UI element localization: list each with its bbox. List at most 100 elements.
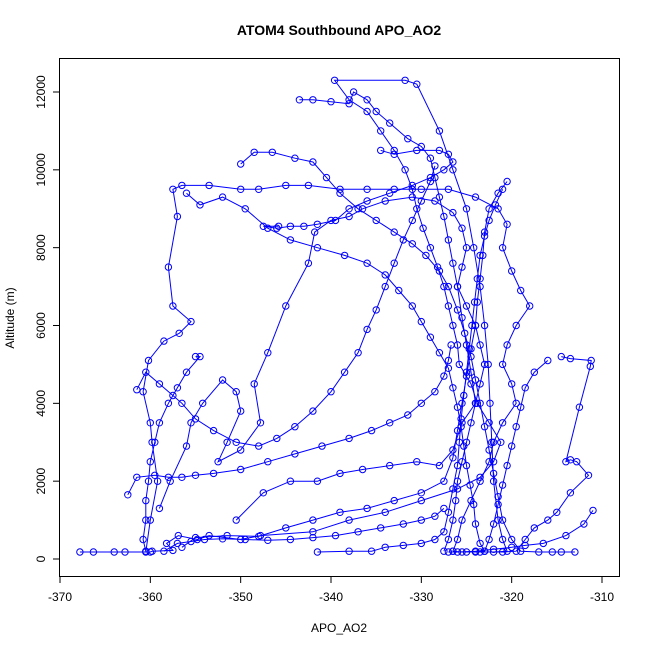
data-point xyxy=(349,88,358,96)
data-point xyxy=(462,461,471,470)
data-point xyxy=(155,419,164,427)
data-point xyxy=(503,461,511,470)
data-point xyxy=(471,193,480,201)
data-point xyxy=(417,197,425,205)
data-point xyxy=(381,197,389,205)
data-point xyxy=(264,224,272,232)
data-point xyxy=(417,185,425,194)
data-point xyxy=(124,491,132,499)
data-point xyxy=(155,504,164,513)
series-12 xyxy=(453,506,597,556)
data-point xyxy=(517,547,525,555)
data-point xyxy=(440,504,448,513)
data-point xyxy=(169,302,177,310)
data-point xyxy=(250,380,258,388)
x-tick-label: -340 xyxy=(319,590,343,604)
data-point xyxy=(503,220,511,229)
data-point xyxy=(508,380,516,388)
data-point xyxy=(408,193,416,201)
data-point xyxy=(460,442,468,450)
data-point xyxy=(449,547,457,555)
data-point xyxy=(151,471,159,479)
data-point xyxy=(413,146,421,155)
data-point xyxy=(169,391,177,400)
data-point xyxy=(575,403,584,411)
x-tick-label: -350 xyxy=(229,590,253,604)
data-point xyxy=(566,354,575,363)
data-point xyxy=(489,458,498,466)
data-point xyxy=(431,197,439,205)
series-2 xyxy=(139,181,534,556)
data-point xyxy=(363,185,371,194)
data-point xyxy=(462,244,471,252)
data-point xyxy=(476,399,484,407)
data-point xyxy=(422,251,430,260)
data-point xyxy=(264,349,272,357)
data-point xyxy=(449,259,457,267)
data-point xyxy=(336,469,344,478)
data-point xyxy=(462,205,471,213)
series-line xyxy=(163,508,445,552)
data-point xyxy=(521,384,529,392)
data-point xyxy=(562,458,570,466)
data-point xyxy=(471,547,480,555)
data-point xyxy=(489,469,498,478)
data-point xyxy=(142,547,150,555)
data-point xyxy=(440,166,448,174)
data-point xyxy=(517,286,525,295)
data-point xyxy=(458,224,466,232)
data-point xyxy=(313,220,322,229)
data-point xyxy=(139,535,147,544)
series-6 xyxy=(259,146,457,232)
data-point xyxy=(539,539,547,548)
data-point xyxy=(440,282,448,291)
data-point xyxy=(476,477,484,485)
data-point xyxy=(286,222,295,231)
data-point xyxy=(489,438,498,446)
data-point xyxy=(327,388,335,396)
data-point xyxy=(449,516,457,524)
data-point xyxy=(465,345,473,353)
data-point xyxy=(455,438,463,446)
data-point xyxy=(508,267,516,275)
data-point xyxy=(237,160,245,168)
data-point xyxy=(485,216,493,225)
data-point xyxy=(449,166,457,174)
series-7 xyxy=(237,148,579,556)
data-point xyxy=(182,189,191,197)
data-point xyxy=(196,201,204,209)
y-tick-label: 6000 xyxy=(34,312,48,339)
data-point xyxy=(178,399,186,407)
data-point xyxy=(449,321,457,330)
series-line xyxy=(142,184,531,553)
data-point xyxy=(164,263,173,271)
data-point xyxy=(417,496,425,505)
data-point xyxy=(372,306,380,314)
y-tick-label: 0 xyxy=(34,555,48,562)
data-point xyxy=(340,368,349,376)
data-point xyxy=(354,349,362,357)
data-point xyxy=(562,531,570,540)
data-point xyxy=(155,380,164,388)
data-point xyxy=(309,158,317,166)
data-point xyxy=(498,481,507,489)
data-point xyxy=(457,415,465,423)
series-line xyxy=(240,151,575,553)
data-point xyxy=(485,458,493,466)
data-point xyxy=(435,349,444,357)
data-point xyxy=(178,473,186,481)
series-line xyxy=(457,510,594,553)
data-point xyxy=(363,259,371,267)
data-point xyxy=(214,458,222,466)
data-point xyxy=(413,458,421,466)
data-point xyxy=(508,442,516,450)
data-point xyxy=(142,496,150,505)
data-point xyxy=(336,189,344,197)
data-point xyxy=(485,535,493,544)
data-point xyxy=(166,477,174,485)
data-point xyxy=(573,458,581,466)
data-point xyxy=(453,306,462,314)
data-point xyxy=(390,496,398,505)
data-point xyxy=(435,146,444,155)
data-point xyxy=(153,477,162,485)
